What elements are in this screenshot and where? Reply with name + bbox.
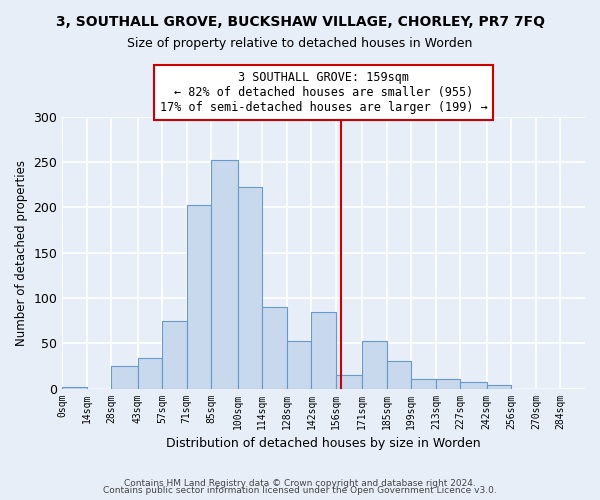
Bar <box>211 160 238 388</box>
Bar <box>387 362 412 388</box>
X-axis label: Distribution of detached houses by size in Worden: Distribution of detached houses by size … <box>166 437 481 450</box>
Bar <box>311 312 336 388</box>
Bar <box>412 378 436 388</box>
Bar <box>187 204 211 388</box>
Text: Size of property relative to detached houses in Worden: Size of property relative to detached ho… <box>127 38 473 51</box>
Bar <box>336 375 362 388</box>
Bar <box>138 358 162 388</box>
Bar <box>487 385 511 388</box>
Bar <box>162 320 187 388</box>
Bar <box>62 386 87 388</box>
Text: Contains HM Land Registry data © Crown copyright and database right 2024.: Contains HM Land Registry data © Crown c… <box>124 478 476 488</box>
Bar <box>287 342 311 388</box>
Bar <box>112 366 138 388</box>
Bar <box>262 307 287 388</box>
Text: Contains public sector information licensed under the Open Government Licence v3: Contains public sector information licen… <box>103 486 497 495</box>
Text: 3 SOUTHALL GROVE: 159sqm
← 82% of detached houses are smaller (955)
17% of semi-: 3 SOUTHALL GROVE: 159sqm ← 82% of detach… <box>160 71 488 114</box>
Bar <box>460 382 487 388</box>
Text: 3, SOUTHALL GROVE, BUCKSHAW VILLAGE, CHORLEY, PR7 7FQ: 3, SOUTHALL GROVE, BUCKSHAW VILLAGE, CHO… <box>56 15 545 29</box>
Bar <box>362 340 387 388</box>
Y-axis label: Number of detached properties: Number of detached properties <box>15 160 28 346</box>
Bar <box>238 188 262 388</box>
Bar <box>436 380 460 388</box>
